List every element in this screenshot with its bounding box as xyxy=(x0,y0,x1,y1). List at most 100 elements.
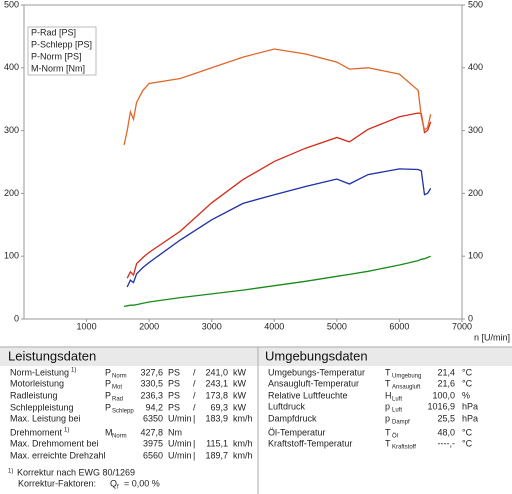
value: 94,2 xyxy=(145,402,163,412)
series-line xyxy=(126,168,432,288)
symbol-sub: Öl xyxy=(392,433,398,440)
x-tick-label: 3000 xyxy=(202,321,222,331)
section-title: Umgebungsdaten xyxy=(265,348,368,363)
symbol: M xyxy=(105,427,113,437)
value: ----,- xyxy=(438,438,456,448)
separator: / xyxy=(193,367,196,377)
separator: | xyxy=(193,450,195,460)
separator: / xyxy=(193,402,196,412)
unit: U/min xyxy=(168,450,192,460)
footnote-text: Korrektur-Faktoren: xyxy=(18,478,96,488)
value: 6560 xyxy=(143,450,163,460)
x-tick-label: 5000 xyxy=(327,321,347,331)
unit: hPa xyxy=(462,401,478,411)
y2-tick-label: 400 xyxy=(468,62,483,72)
separator: / xyxy=(193,378,196,388)
separator: / xyxy=(193,390,196,400)
x-axis-label: n [U/min] xyxy=(474,332,510,342)
symbol: T xyxy=(385,378,391,388)
value: 183,9 xyxy=(205,413,228,423)
symbol-sub: Kraftstoff xyxy=(392,445,416,451)
unit: U/min xyxy=(168,438,192,448)
x-tick-label: 7000 xyxy=(452,321,472,331)
value: 25,5 xyxy=(437,413,455,423)
unit: Nm xyxy=(168,427,182,437)
symbol: P xyxy=(105,367,111,377)
symbol-sub: Norm xyxy=(112,434,127,440)
row-label: Radleistung xyxy=(10,390,58,400)
symbol-sub: Luft xyxy=(392,408,402,414)
value: 427,8 xyxy=(140,427,163,437)
symbol-sub: Rad xyxy=(112,397,123,403)
symbol: H xyxy=(385,390,392,400)
header-band xyxy=(0,347,512,366)
y-tick-label: 300 xyxy=(4,125,19,135)
value: 6350 xyxy=(143,413,163,423)
separator: | xyxy=(193,438,195,448)
row-label: Luftdruck xyxy=(268,401,306,411)
symbol: p xyxy=(385,401,390,411)
symbol: P xyxy=(105,402,111,412)
unit: U/min xyxy=(168,413,192,423)
y-tick-label: 400 xyxy=(4,62,19,72)
value: 69,3 xyxy=(210,402,228,412)
legend-entry: M-Norm [Nm] xyxy=(31,63,85,73)
plot-frame xyxy=(23,4,463,320)
row-label: Öl-Temperatur xyxy=(268,427,326,437)
x-tick-label: 6000 xyxy=(389,321,409,331)
row-label: Motorleistung xyxy=(10,378,64,388)
symbol: p xyxy=(385,413,390,423)
value: 3975 xyxy=(143,438,163,448)
unit: PS xyxy=(168,378,180,388)
value: 1016,9 xyxy=(427,401,455,411)
value: 189,7 xyxy=(205,450,228,460)
row-label: Umgebungs-Temperatur xyxy=(268,367,365,377)
unit: km/h xyxy=(233,438,253,448)
legend-entry: P-Schlepp [PS] xyxy=(31,39,92,49)
unit: °C xyxy=(462,378,473,388)
y-tick-label: 100 xyxy=(4,251,19,261)
row-label: Kraftstoff-Temperatur xyxy=(268,438,352,448)
symbol: Q xyxy=(110,478,117,488)
x-tick-label: 1000 xyxy=(77,321,97,331)
symbol-sub: Umgebung xyxy=(392,374,421,380)
row-label: Ansaugluft-Temperatur xyxy=(268,378,359,388)
symbol-sub: Schlepp xyxy=(112,409,134,415)
section-title: Leistungsdaten xyxy=(8,348,96,363)
x-tick-label: 4000 xyxy=(264,321,284,331)
y2-tick-label: 500 xyxy=(468,0,483,9)
footnote-mark: 1) xyxy=(71,368,76,374)
unit: °C xyxy=(462,427,473,437)
unit: PS xyxy=(168,402,180,412)
y2-tick-label: 200 xyxy=(468,188,483,198)
symbol-sub: Ansaugluft xyxy=(392,385,421,391)
value: 241,0 xyxy=(205,367,228,377)
value: 236,3 xyxy=(140,390,163,400)
unit: km/h xyxy=(233,450,253,460)
symbol-sub: Dampf xyxy=(392,420,410,426)
unit: hPa xyxy=(462,413,478,423)
footnote-value: = 0,00 % xyxy=(124,478,160,488)
value: 173,8 xyxy=(205,390,228,400)
y2-tick-label: 100 xyxy=(468,251,483,261)
y-tick-label: 200 xyxy=(4,188,19,198)
series-line xyxy=(123,255,431,308)
row-label: Schleppleistung xyxy=(10,402,74,412)
value: 100,0 xyxy=(432,390,455,400)
unit: °C xyxy=(462,438,473,448)
y2-tick-label: 0 xyxy=(468,313,473,323)
unit: % xyxy=(462,390,470,400)
symbol: T xyxy=(385,367,391,377)
unit: °C xyxy=(462,367,473,377)
row-label: Norm-Leistung xyxy=(10,367,69,377)
symbol-sub: f xyxy=(117,485,119,491)
symbol: P xyxy=(105,378,111,388)
value: 21,6 xyxy=(437,378,455,388)
legend-box xyxy=(27,26,97,76)
row-label: Max. erreichte Drehzahl xyxy=(10,450,106,460)
footnote-text: Korrektur nach EWG 80/1269 xyxy=(17,467,135,477)
row-label: Dampfdruck xyxy=(268,413,317,423)
